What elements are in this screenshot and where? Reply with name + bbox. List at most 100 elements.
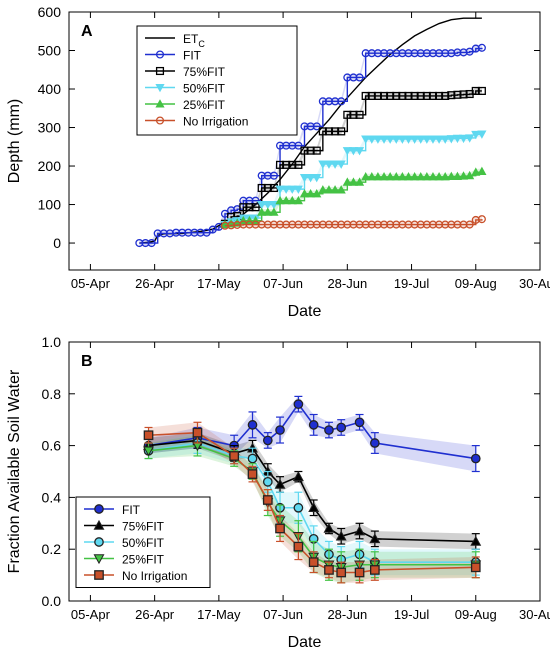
data-point xyxy=(275,141,285,150)
data-point xyxy=(398,49,407,58)
legend-label: FIT xyxy=(183,49,202,63)
data-point xyxy=(337,127,346,136)
x-tick-label: 05-Apr xyxy=(71,276,111,291)
data-point xyxy=(300,220,309,229)
data-point xyxy=(190,228,199,237)
data-point xyxy=(282,141,291,150)
x-tick-label: 05-Apr xyxy=(71,607,111,622)
series-no-irrigation xyxy=(143,421,481,584)
data-point xyxy=(349,73,358,82)
series-band xyxy=(148,422,476,583)
data-point xyxy=(416,220,425,229)
legend-label: ETC xyxy=(183,32,205,49)
data-point xyxy=(335,530,347,541)
x-tick-label: 30-Aug xyxy=(519,607,550,622)
data-point xyxy=(94,570,104,580)
data-point xyxy=(373,91,382,100)
data-point xyxy=(459,220,468,229)
data-point xyxy=(263,171,272,180)
data-point xyxy=(275,425,285,435)
data-point xyxy=(342,177,352,186)
data-point xyxy=(447,91,456,100)
data-point xyxy=(386,91,395,100)
data-point xyxy=(275,185,285,194)
panel-letter: A xyxy=(81,23,93,40)
data-point xyxy=(428,172,438,181)
data-point xyxy=(452,171,463,180)
data-point xyxy=(155,66,165,76)
x-tick-label: 26-Apr xyxy=(135,607,175,622)
legend-label: 50%FIT xyxy=(122,536,165,550)
data-point xyxy=(428,135,438,144)
data-point xyxy=(293,195,303,205)
data-point xyxy=(306,174,316,183)
data-point xyxy=(143,430,154,441)
data-point xyxy=(229,451,240,461)
data-point xyxy=(361,135,371,144)
data-point xyxy=(386,49,395,58)
y-tick-label: 300 xyxy=(38,120,62,136)
data-point xyxy=(155,116,165,125)
data-point xyxy=(404,91,413,100)
data-point xyxy=(447,220,456,229)
data-point xyxy=(477,130,487,139)
data-point xyxy=(171,228,181,237)
data-point xyxy=(403,135,414,144)
data-point xyxy=(292,471,304,481)
legend-label: FIT xyxy=(122,503,141,517)
data-point xyxy=(348,177,359,186)
data-point xyxy=(471,86,480,95)
data-point xyxy=(410,220,419,229)
data-point xyxy=(369,533,381,544)
data-point xyxy=(422,172,432,181)
data-point xyxy=(275,220,285,229)
data-point xyxy=(336,422,347,433)
data-point xyxy=(465,134,475,143)
x-tick-label: 09-Aug xyxy=(455,607,497,622)
data-point xyxy=(410,135,420,144)
data-point xyxy=(312,122,321,131)
data-point xyxy=(416,49,425,58)
data-point xyxy=(441,49,450,58)
data-point xyxy=(263,220,272,229)
data-point xyxy=(373,220,382,229)
plot-frame xyxy=(68,341,541,602)
data-point xyxy=(269,207,279,216)
data-point xyxy=(94,504,104,514)
y-tick-label: 0.0 xyxy=(42,593,62,609)
data-point xyxy=(343,220,352,229)
data-point xyxy=(227,221,236,230)
plot-frame xyxy=(68,11,541,271)
data-point xyxy=(312,220,321,229)
y-tick-label: 0.8 xyxy=(42,386,62,402)
series-fit xyxy=(135,43,486,248)
data-point xyxy=(274,478,286,489)
y-axis-label: Depth (mm) xyxy=(6,99,23,183)
data-point xyxy=(470,535,482,546)
data-point xyxy=(257,207,267,216)
data-point xyxy=(477,43,486,52)
data-point xyxy=(153,229,162,238)
data-point xyxy=(306,220,315,229)
y-tick-label: 400 xyxy=(38,81,62,97)
data-point xyxy=(428,49,438,58)
series-line xyxy=(224,90,482,225)
data-point xyxy=(379,49,389,58)
legend-label-sub: C xyxy=(198,39,205,49)
data-point xyxy=(392,91,401,100)
data-point xyxy=(275,160,285,169)
data-point xyxy=(184,228,193,237)
data-point xyxy=(306,122,315,131)
data-point xyxy=(293,185,303,194)
data-point xyxy=(336,567,347,578)
data-point xyxy=(416,135,426,144)
y-tick-label: 0.6 xyxy=(42,438,62,454)
data-point xyxy=(458,171,469,180)
data-point xyxy=(435,220,444,229)
data-point xyxy=(178,228,187,237)
data-point xyxy=(294,141,303,150)
data-point xyxy=(247,469,258,479)
band-75%FIT xyxy=(224,87,482,227)
data-point xyxy=(422,220,431,229)
data-point xyxy=(318,127,327,136)
